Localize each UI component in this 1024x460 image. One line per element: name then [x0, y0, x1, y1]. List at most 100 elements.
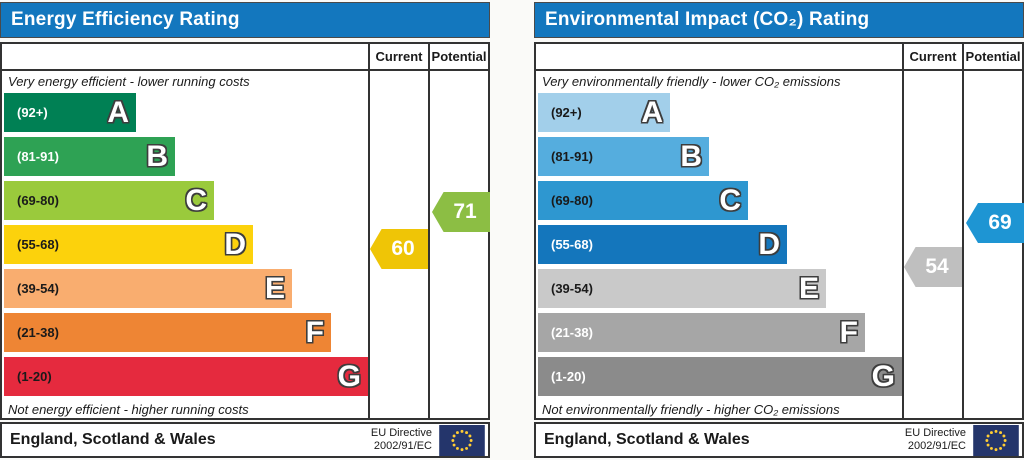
band-f-letter: F — [305, 315, 324, 349]
band-row: (69-80) C — [536, 181, 1022, 220]
eu-flag-icon — [973, 424, 1019, 456]
band-b-letter: B — [680, 139, 702, 173]
potential-column-header: Potential — [965, 49, 1021, 64]
band-d-letter: D — [224, 227, 246, 261]
band-a: (92+) A — [4, 93, 136, 132]
band-row: (55-68) D — [2, 225, 488, 264]
band-b-letter: B — [146, 139, 168, 173]
potential-column-divider — [962, 44, 964, 418]
band-g-letter: G — [871, 359, 895, 393]
energy-efficiency-footer: England, Scotland & Wales EU Directive 2… — [0, 422, 490, 458]
eu-directive-line1: EU Directive — [904, 426, 966, 439]
band-g-range: (1-20) — [551, 369, 586, 384]
energy-efficiency-scale: Very energy efficient - lower running co… — [2, 71, 488, 418]
band-e-letter: E — [264, 271, 285, 305]
eu-directive-line2: 2002/91/EC — [907, 440, 966, 452]
eu-directive-label: EU Directive 2002/91/EC — [371, 427, 432, 453]
band-row: (21-38) F — [536, 313, 1022, 352]
band-row: (1-20) G — [536, 357, 1022, 396]
band-row: (92+) A — [2, 93, 488, 132]
band-d-letter: D — [758, 227, 780, 261]
band-g-letter: G — [337, 359, 361, 393]
band-row: (81-91) B — [536, 137, 1022, 176]
band-row: (39-54) E — [536, 269, 1022, 308]
top-note: Very energy efficient - lower running co… — [8, 74, 250, 89]
band-c: (69-80) C — [538, 181, 748, 220]
energy-efficiency-title-bar: Energy Efficiency Rating — [0, 2, 490, 38]
current-rating-arrow: 54 — [904, 247, 962, 287]
top-note: Very environmentally friendly - lower CO… — [542, 74, 841, 89]
band-c-range: (69-80) — [17, 193, 59, 208]
band-f-letter: F — [839, 315, 858, 349]
band-e: (39-54) E — [4, 269, 292, 308]
energy-efficiency-title: Energy Efficiency Rating — [11, 9, 240, 30]
band-row: (39-54) E — [2, 269, 488, 308]
current-column-divider — [902, 44, 904, 418]
band-d-range: (55-68) — [17, 237, 59, 252]
band-a-range: (92+) — [551, 105, 582, 120]
band-e-letter: E — [798, 271, 819, 305]
band-b-range: (81-91) — [17, 149, 59, 164]
current-rating-arrow: 60 — [370, 229, 428, 269]
eu-directive-line2: 2002/91/EC — [373, 440, 432, 452]
band-a-letter: A — [641, 95, 663, 129]
bottom-note: Not energy efficient - higher running co… — [8, 402, 249, 417]
band-row: (55-68) D — [536, 225, 1022, 264]
potential-rating-arrow: 69 — [966, 203, 1024, 243]
environmental-impact-footer: England, Scotland & Wales EU Directive 2… — [534, 422, 1024, 458]
potential-rating-value: 71 — [453, 200, 477, 223]
environmental-impact-chart: Environmental Impact (CO₂) Rating Curren… — [534, 0, 1024, 460]
energy-efficiency-table: Current Potential Very energy efficient … — [0, 42, 490, 420]
environmental-impact-table: Current Potential Very environmentally f… — [534, 42, 1024, 420]
band-f: (21-38) F — [538, 313, 865, 352]
current-rating-value: 60 — [391, 237, 415, 260]
environmental-impact-title: Environmental Impact (CO₂) Rating — [545, 9, 870, 30]
band-f: (21-38) F — [4, 313, 331, 352]
band-g-range: (1-20) — [17, 369, 52, 384]
band-b: (81-91) B — [4, 137, 175, 176]
band-d-range: (55-68) — [551, 237, 593, 252]
energy-efficiency-chart: Energy Efficiency Rating Current Potenti… — [0, 0, 490, 460]
band-e: (39-54) E — [538, 269, 826, 308]
band-row: (21-38) F — [2, 313, 488, 352]
band-f-range: (21-38) — [17, 325, 59, 340]
band-c: (69-80) C — [4, 181, 214, 220]
band-c-letter: C — [719, 183, 741, 217]
region-label: England, Scotland & Wales — [10, 431, 216, 448]
current-column-header: Current — [909, 49, 957, 64]
environmental-impact-scale: Very environmentally friendly - lower CO… — [536, 71, 1022, 418]
eu-directive-label: EU Directive 2002/91/EC — [905, 427, 966, 453]
band-a: (92+) A — [538, 93, 670, 132]
potential-column-header: Potential — [431, 49, 487, 64]
band-a-letter: A — [107, 95, 129, 129]
band-c-range: (69-80) — [551, 193, 593, 208]
band-g: (1-20) G — [538, 357, 902, 396]
potential-rating-value: 69 — [988, 211, 1012, 234]
band-b-range: (81-91) — [551, 149, 593, 164]
band-d: (55-68) D — [4, 225, 253, 264]
potential-column-divider — [428, 44, 430, 418]
current-rating-value: 54 — [925, 255, 949, 278]
band-row: (1-20) G — [2, 357, 488, 396]
band-row: (81-91) B — [2, 137, 488, 176]
header-row-divider — [2, 69, 488, 71]
band-e-range: (39-54) — [551, 281, 593, 296]
band-e-range: (39-54) — [17, 281, 59, 296]
current-column-divider — [368, 44, 370, 418]
potential-rating-arrow: 71 — [432, 192, 490, 232]
band-row: (69-80) C — [2, 181, 488, 220]
band-g: (1-20) G — [4, 357, 368, 396]
environmental-impact-title-bar: Environmental Impact (CO₂) Rating — [534, 2, 1024, 38]
band-d: (55-68) D — [538, 225, 787, 264]
band-c-letter: C — [185, 183, 207, 217]
band-b: (81-91) B — [538, 137, 709, 176]
eu-flag-icon — [439, 424, 485, 456]
band-row: (92+) A — [536, 93, 1022, 132]
eu-directive-line1: EU Directive — [370, 426, 432, 439]
header-row-divider — [536, 69, 1022, 71]
bottom-note: Not environmentally friendly - higher CO… — [542, 402, 840, 417]
band-a-range: (92+) — [17, 105, 48, 120]
band-f-range: (21-38) — [551, 325, 593, 340]
current-column-header: Current — [375, 49, 423, 64]
